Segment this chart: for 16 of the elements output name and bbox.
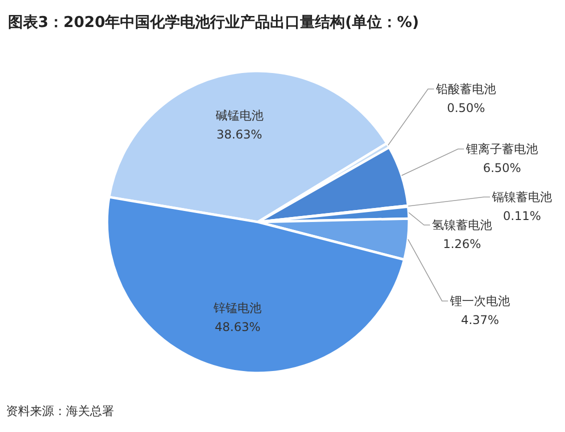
slice-label: 锌锰电池 [212,301,262,316]
data-label: 4.37% [460,313,500,327]
chart-title: 图表3：2020年中国化学电池行业产品出口量结构(单位：%) [8,13,419,31]
data-label: 0.50% [446,101,486,115]
slice-label: 氢镍蓄电池 [432,218,492,232]
data-label: 6.50% [482,161,522,175]
slice-label: 镉镍蓄电池 [491,190,552,204]
data-label: 38.63% [216,128,262,142]
data-label: 0.11% [502,209,542,223]
slice-label: 碱锰电池 [215,108,264,123]
slice-label: 锂一次电池 [449,294,510,308]
data-label: 1.26% [442,237,482,251]
data-label: 48.63% [214,320,261,334]
slice-label: 铅酸蓄电池 [435,82,496,96]
slice-label: 锂离子蓄电池 [465,142,538,156]
text: 资料来源：海关总署 [6,404,114,418]
